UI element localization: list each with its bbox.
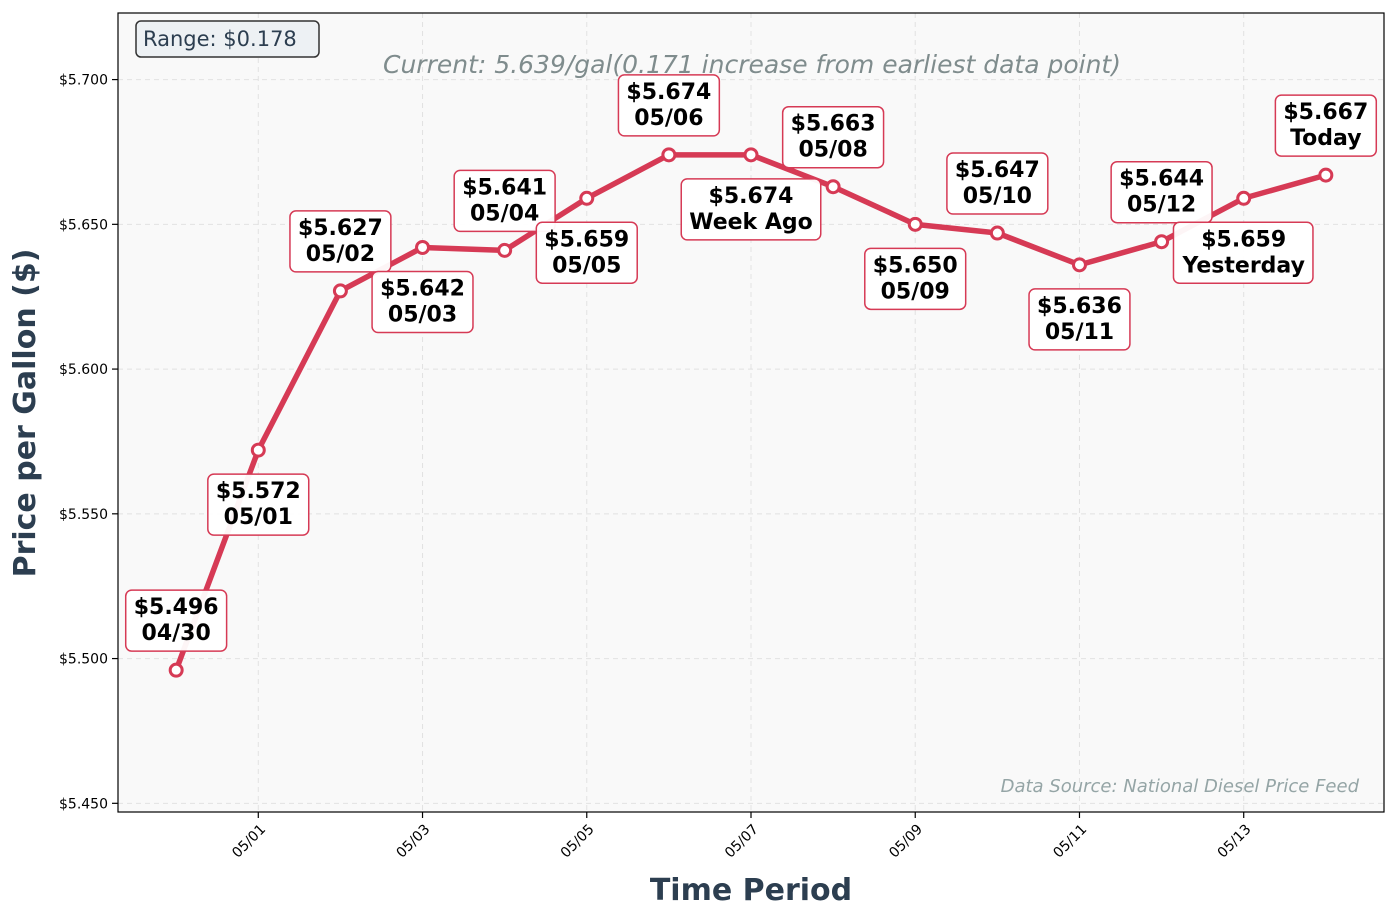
data-point xyxy=(1236,190,1252,206)
annotation-box xyxy=(453,169,556,233)
annotation-box xyxy=(1028,288,1131,351)
point-annotation: $5.667 Today xyxy=(1274,94,1378,157)
annotation-label: $5.659 05/05 xyxy=(544,227,629,278)
data-point xyxy=(497,242,513,258)
annotation-layer: $5.496 04/30 $5.572 05/01 $5.627 05/02 $5.642 0… xyxy=(124,74,1378,652)
y-tick-label: $5.450 xyxy=(59,796,108,812)
point-annotation: $5.647 05/10 xyxy=(946,152,1049,215)
annotation-box xyxy=(781,105,885,169)
data-point-layer xyxy=(168,147,1334,678)
annotation-label: $5.674 05/06 xyxy=(626,80,711,131)
range-badge: Range: $0.178 xyxy=(135,20,320,58)
range-badge-box xyxy=(135,20,320,58)
point-annotation: $5.572 05/01 xyxy=(207,473,310,536)
data-point xyxy=(661,147,677,163)
annotation-box xyxy=(1172,221,1314,285)
range-label: Range: $0.178 xyxy=(143,27,297,51)
annotation-label: $5.627 05/02 xyxy=(298,216,383,267)
annotation-label: $5.642 05/03 xyxy=(380,276,465,327)
annotation-box xyxy=(1110,160,1213,224)
annotation-label: $5.636 05/11 xyxy=(1037,294,1122,345)
point-annotation: $5.642 05/03 xyxy=(371,270,474,334)
y-axis-label: Price per Gallon ($) xyxy=(8,249,43,578)
data-point xyxy=(989,225,1005,241)
annotation-box xyxy=(207,473,310,536)
annotation-box xyxy=(289,210,392,273)
annotation-label: $5.674 Week Ago xyxy=(689,184,813,235)
annotation-label: $5.663 05/08 xyxy=(791,112,876,163)
point-annotation: $5.663 05/08 xyxy=(781,105,885,169)
point-annotation: $5.496 04/30 xyxy=(124,589,228,652)
y-tick-label: $5.700 xyxy=(59,73,108,89)
data-point xyxy=(907,216,923,232)
annotation-label: $5.641 05/04 xyxy=(462,175,547,226)
annotation-box xyxy=(535,221,638,285)
y-tick-label: $5.600 xyxy=(59,362,108,378)
annotation-box xyxy=(1274,94,1378,157)
data-point xyxy=(1318,167,1334,183)
point-annotation: $5.627 05/02 xyxy=(289,210,392,273)
annotation-box xyxy=(864,247,967,311)
annotation-box xyxy=(946,152,1049,215)
point-annotation: $5.674 05/06 xyxy=(617,74,721,137)
data-point xyxy=(1154,234,1170,250)
data-point xyxy=(825,179,841,195)
data-point xyxy=(579,190,595,206)
point-annotation: $5.659 05/05 xyxy=(535,221,638,285)
annotation-label: $5.667 Today xyxy=(1283,100,1368,151)
y-tick-label: $5.550 xyxy=(59,507,108,523)
annotation-label: $5.572 05/01 xyxy=(216,479,301,530)
annotation-label: $5.647 05/10 xyxy=(955,158,1040,209)
point-annotation: $5.644 05/12 xyxy=(1110,160,1213,224)
data-point xyxy=(743,147,759,163)
point-annotation: $5.636 05/11 xyxy=(1028,288,1131,351)
annotation-label: $5.496 04/30 xyxy=(134,595,219,646)
y-tick-label: $5.650 xyxy=(59,217,108,233)
chart-subtitle: Current: 5.639/gal(0.171 increase from e… xyxy=(383,50,1121,79)
data-point xyxy=(332,283,348,299)
y-axis-ticks: $5.450 $5.500 $5.550 $5.600 $5.650 $5.700 xyxy=(59,73,118,812)
annotation-box xyxy=(124,589,228,652)
annotation-box xyxy=(371,270,474,334)
point-annotation: $5.650 05/09 xyxy=(864,247,967,311)
point-annotation: $5.659 Yesterday xyxy=(1172,221,1314,285)
data-point xyxy=(250,442,266,458)
data-point xyxy=(415,239,431,255)
data-point xyxy=(168,662,184,678)
annotation-label: $5.644 05/12 xyxy=(1119,167,1204,218)
point-annotation: $5.641 05/04 xyxy=(453,169,556,233)
data-point xyxy=(1071,257,1087,273)
point-annotation: $5.674 Week Ago xyxy=(680,178,822,241)
annotation-box xyxy=(680,178,822,241)
x-axis-label: Time Period xyxy=(650,873,852,908)
annotation-label: $5.650 05/09 xyxy=(873,253,958,304)
annotation-box xyxy=(617,74,721,137)
data-source-note: Data Source: National Diesel Price Feed xyxy=(1001,776,1360,797)
y-tick-label: $5.500 xyxy=(59,652,108,668)
annotation-label: $5.659 Yesterday xyxy=(1181,227,1304,278)
